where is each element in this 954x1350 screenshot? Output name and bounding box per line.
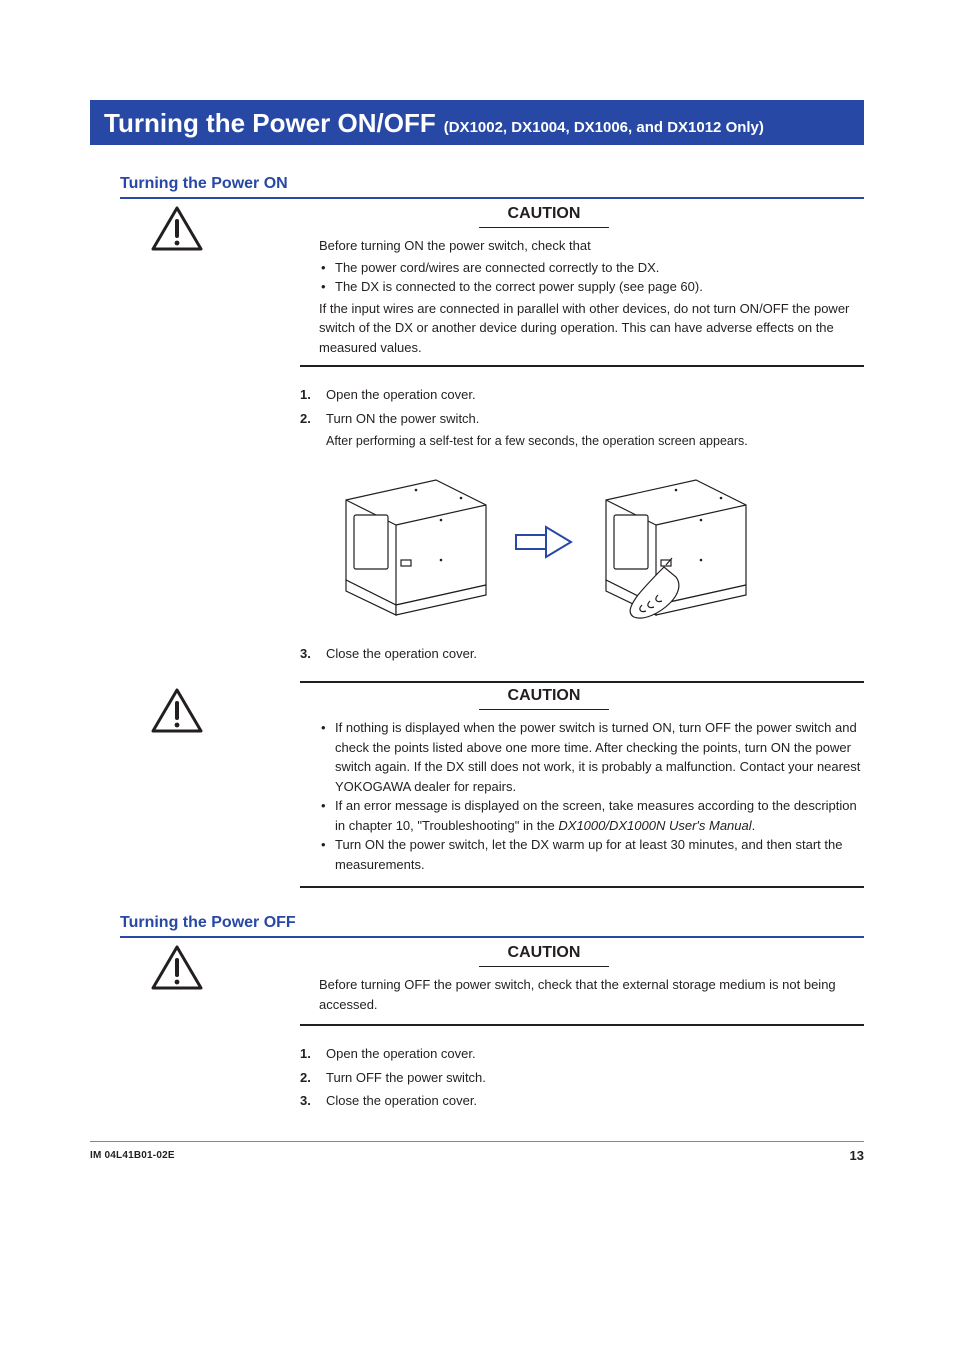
caution-rule [300,1024,864,1026]
caution-block-on-2: CAUTION If nothing is displayed when the… [150,687,864,876]
caution-block-on-1: CAUTION Before turning ON the power swit… [150,205,864,357]
page-title-bar: Turning the Power ON/OFF (DX1002, DX1004… [90,100,864,145]
bullet-item: The DX is connected to the correct power… [319,277,864,297]
caution-label: CAUTION [224,944,864,962]
step-item: 3. Close the operation cover. [300,1091,864,1111]
warning-icon [150,687,204,740]
manual-ref: DX1000/DX1000N User's Manual [558,818,751,833]
step-text: Close the operation cover. [326,1091,477,1111]
step-text: Open the operation cover. [326,1044,476,1064]
step-text: Close the operation cover. [326,644,477,664]
warning-icon [150,944,204,997]
step-text: Open the operation cover. [326,385,476,405]
step-item: 3. Close the operation cover. [300,644,864,664]
caution-intro: Before turning ON the power switch, chec… [319,236,864,256]
step-item: 2. Turn ON the power switch. [300,409,864,429]
page-footer: IM 04L41B01-02E 13 [90,1141,864,1163]
caution-text: Before turning OFF the power switch, che… [319,975,864,1014]
steps-off: 1. Open the operation cover. 2. Turn OFF… [300,1044,864,1111]
step-item: 1. Open the operation cover. [300,1044,864,1064]
step-text: Turn OFF the power switch. [326,1068,486,1088]
step-number: 3. [300,1091,316,1111]
caution-underline [479,227,609,228]
title-main: Turning the Power ON/OFF [104,108,436,139]
caution-label: CAUTION [224,205,864,223]
step-number: 1. [300,1044,316,1064]
step-number: 3. [300,644,316,664]
caution-underline [479,709,609,710]
step-number: 2. [300,409,316,429]
title-sub: (DX1002, DX1004, DX1006, and DX1012 Only… [444,119,764,136]
caution-rule [300,365,864,367]
step-item: 2. Turn OFF the power switch. [300,1068,864,1088]
step-subtext: After performing a self-test for a few s… [326,432,864,451]
section-heading-off: Turning the Power OFF [120,914,864,938]
step-number: 1. [300,385,316,405]
bullet-item: If an error message is displayed on the … [319,796,864,835]
bullet-item: If nothing is displayed when the power s… [319,718,864,796]
step-text: Turn ON the power switch. [326,409,479,429]
caution-bullets-2: If nothing is displayed when the power s… [319,718,864,874]
warning-icon [150,205,204,258]
caution-underline [479,966,609,967]
section-heading-on: Turning the Power ON [120,175,864,199]
steps-on-a: 1. Open the operation cover. 2. Turn ON … [300,385,864,663]
caution-rule [300,886,864,888]
caution-bullets-1: The power cord/wires are connected corre… [319,258,864,297]
caution-block-off: CAUTION Before turning OFF the power swi… [150,944,864,1014]
bullet-item: The power cord/wires are connected corre… [319,258,864,278]
caution-tail: If the input wires are connected in para… [319,299,864,358]
step-item: 1. Open the operation cover. [300,385,864,405]
bullet-item: Turn ON the power switch, let the DX war… [319,835,864,874]
footer-page-number: 13 [850,1148,864,1163]
footer-doc-id: IM 04L41B01-02E [90,1150,175,1161]
caution-label: CAUTION [224,687,864,705]
rule [300,681,864,683]
step-number: 2. [300,1068,316,1088]
device-figure [326,465,864,630]
